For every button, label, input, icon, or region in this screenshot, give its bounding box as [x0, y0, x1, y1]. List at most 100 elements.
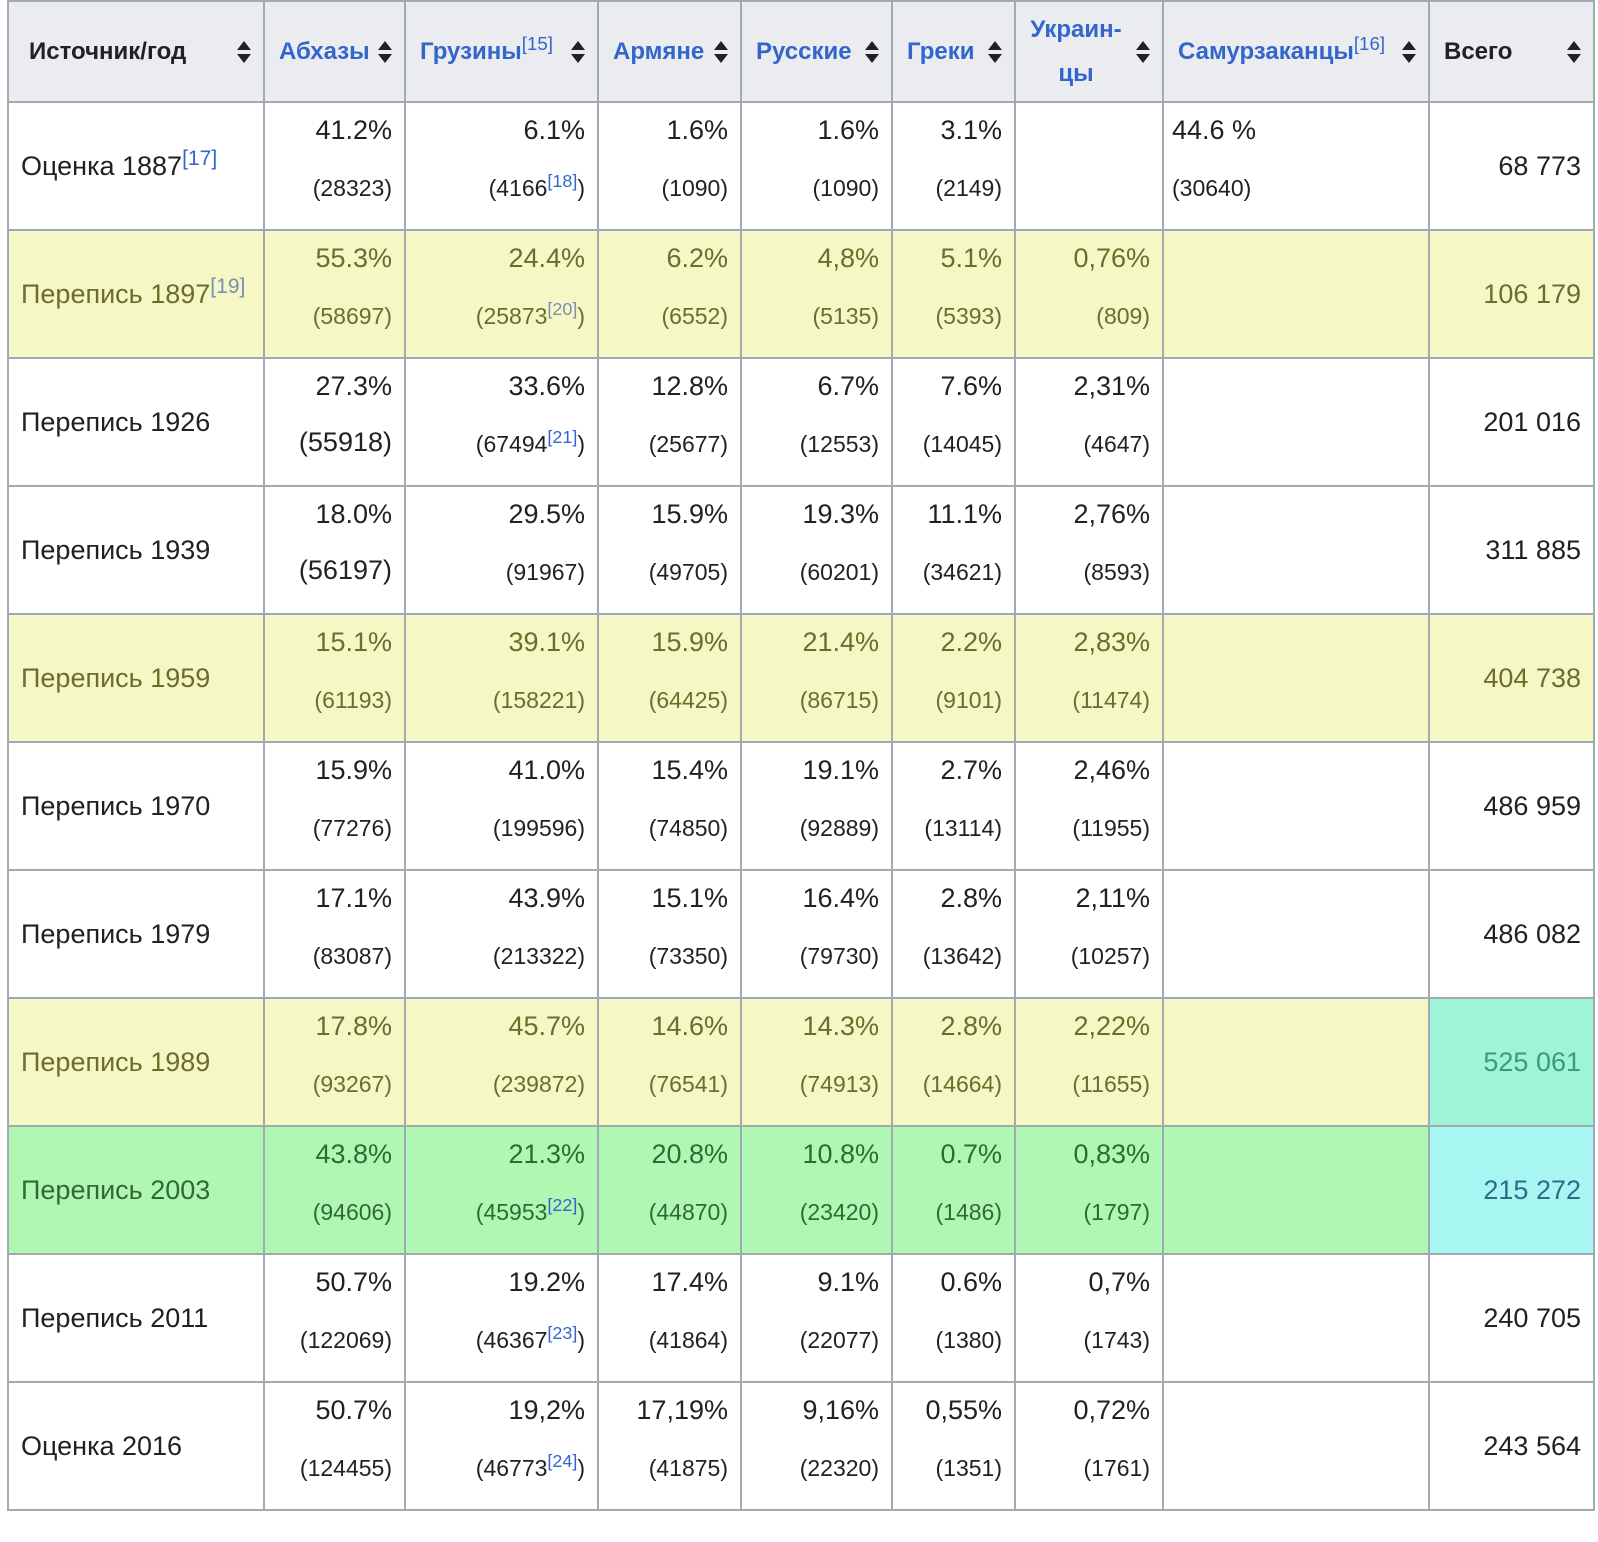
- sort-arrows-icon[interactable]: [1136, 40, 1150, 63]
- reference-sup[interactable]: [19]: [210, 274, 246, 298]
- data-cell: 15.9% (77276): [263, 741, 406, 871]
- cell-content: [1164, 359, 1428, 371]
- col-header-link[interactable]: Абхазы: [279, 37, 370, 65]
- source-label: Оценка 2016: [21, 1430, 183, 1461]
- percent-value: 0,72%: [1073, 1395, 1150, 1425]
- percent-value: 15.1%: [315, 627, 392, 657]
- sort-arrows-icon[interactable]: [865, 40, 879, 63]
- absolute-value: (9101): [901, 685, 1002, 715]
- col-header-source[interactable]: Источник/год: [7, 0, 265, 103]
- col-header-link[interactable]: Самурзаканцы: [1178, 37, 1354, 65]
- sort-arrows-icon[interactable]: [571, 40, 585, 63]
- col-header-link[interactable]: Русские: [756, 37, 852, 65]
- absolute-value: (45953[22]): [414, 1195, 585, 1227]
- percent-value: 7.6%: [940, 371, 1002, 401]
- data-cell: 17.1% (83087): [263, 869, 406, 999]
- total-value: 486 959: [1483, 790, 1581, 821]
- table-row: Перепись 2011 50.7% (122069) 19.2% (46367[23…: [7, 1253, 1595, 1383]
- absolute-number: (1351): [935, 1455, 1002, 1481]
- data-cell: 0,55% (1351): [891, 1381, 1016, 1511]
- data-cell: 33.6% (67494[21]): [404, 357, 599, 487]
- absolute-value: (1743): [1024, 1325, 1150, 1355]
- absolute-value: (74850): [607, 813, 728, 843]
- absolute-number: (49705): [648, 559, 728, 585]
- closing-paren: ): [577, 175, 585, 201]
- data-cell: 2,76% (8593): [1014, 485, 1164, 615]
- sort-arrows-icon[interactable]: [1402, 40, 1416, 63]
- sort-arrows-icon[interactable]: [988, 40, 1002, 63]
- absolute-value: (58697): [273, 301, 392, 331]
- total-cell: 201 016: [1428, 357, 1595, 487]
- percent-value: 9,16%: [802, 1395, 879, 1425]
- col-header-armenians[interactable]: Армяне: [597, 0, 742, 103]
- cell-content: 17.8% (93267): [265, 999, 404, 1099]
- reference-sup[interactable]: [18]: [547, 171, 578, 192]
- cell-content: 0,55% (1351): [893, 1383, 1014, 1483]
- reference-sup[interactable]: [21]: [547, 427, 578, 448]
- col-header-total[interactable]: Всего: [1428, 0, 1595, 103]
- absolute-value: (41875): [607, 1453, 728, 1483]
- cell-content: [1164, 231, 1428, 243]
- reference-sup[interactable]: [22]: [547, 1195, 578, 1216]
- absolute-number: (92889): [799, 815, 879, 841]
- reference-sup[interactable]: [23]: [547, 1323, 578, 1344]
- absolute-value: (44870): [607, 1197, 728, 1227]
- cell-content: [1164, 1127, 1428, 1139]
- total-value: 311 885: [1485, 534, 1581, 565]
- absolute-value: (94606): [273, 1197, 392, 1227]
- cell-content: 15.9% (77276): [265, 743, 404, 843]
- absolute-number: (13642): [922, 943, 1002, 969]
- reference-sup[interactable]: [20]: [547, 299, 578, 320]
- population-table-wrapper: Источник/год Абхазы Грузины[15] Армяне Р…: [7, 0, 1595, 1511]
- percent-value: 2,31%: [1073, 371, 1150, 401]
- absolute-number: (14664): [922, 1071, 1002, 1097]
- col-header-ukrainians[interactable]: Украин-цы: [1014, 0, 1164, 103]
- data-cell: 5.1% (5393): [891, 229, 1016, 359]
- absolute-value: (4647): [1024, 429, 1150, 459]
- col-header-greeks[interactable]: Греки: [891, 0, 1016, 103]
- absolute-number: (58697): [312, 303, 392, 329]
- absolute-number: (76541): [648, 1071, 728, 1097]
- total-value: 525 061: [1483, 1046, 1581, 1077]
- col-header-abkhaz[interactable]: Абхазы: [263, 0, 406, 103]
- data-cell: 50.7% (124455): [263, 1381, 406, 1511]
- col-header-link[interactable]: Греки: [907, 37, 975, 65]
- data-cell: 2,11% (10257): [1014, 869, 1164, 999]
- absolute-value: (809): [1024, 301, 1150, 331]
- col-header-link[interactable]: Грузины: [420, 37, 522, 65]
- absolute-value: (6552): [607, 301, 728, 331]
- col-header-link-part2[interactable]: цы: [1058, 59, 1094, 87]
- table-row: Перепись 1989 17.8% (93267) 45.7% (239872) 14…: [7, 997, 1595, 1127]
- sort-arrows-icon[interactable]: [1567, 40, 1581, 63]
- col-header-label: Источник/год: [29, 37, 187, 65]
- cell-content: 4,8% (5135): [742, 231, 891, 331]
- col-header-link[interactable]: Армяне: [613, 37, 705, 65]
- col-header-samurzakan[interactable]: Самурзаканцы[16]: [1162, 0, 1430, 103]
- reference-sup[interactable]: [16]: [1353, 32, 1386, 54]
- percent-value: 15.1%: [651, 883, 728, 913]
- absolute-number: (5393): [935, 303, 1002, 329]
- data-cell: [1162, 1381, 1430, 1511]
- percent-value: 14.3%: [802, 1011, 879, 1041]
- cell-content: 2,11% (10257): [1016, 871, 1162, 971]
- data-cell: 2,46% (11955): [1014, 741, 1164, 871]
- sort-arrows-icon[interactable]: [378, 40, 392, 63]
- absolute-value: (1761): [1024, 1453, 1150, 1483]
- percent-value: 3.1%: [940, 115, 1002, 145]
- percent-value: 6.2%: [666, 243, 728, 273]
- total-value: 68 773: [1498, 150, 1581, 181]
- percent-value: 43.9%: [508, 883, 585, 913]
- col-header-link[interactable]: Украин-: [1030, 15, 1122, 43]
- col-header-russians[interactable]: Русские: [740, 0, 893, 103]
- reference-sup[interactable]: [24]: [547, 1451, 578, 1472]
- cell-content: 2,83% (11474): [1016, 615, 1162, 715]
- percent-value: 50.7%: [315, 1395, 392, 1425]
- col-header-georgians[interactable]: Грузины[15]: [404, 0, 599, 103]
- reference-sup[interactable]: [17]: [182, 146, 218, 170]
- sort-arrows-icon[interactable]: [237, 40, 251, 63]
- reference-sup[interactable]: [15]: [521, 32, 553, 54]
- sort-arrows-icon[interactable]: [714, 40, 728, 63]
- percent-value: 20.8%: [651, 1139, 728, 1169]
- data-cell: [1162, 229, 1430, 359]
- data-cell: 21.4% (86715): [740, 613, 893, 743]
